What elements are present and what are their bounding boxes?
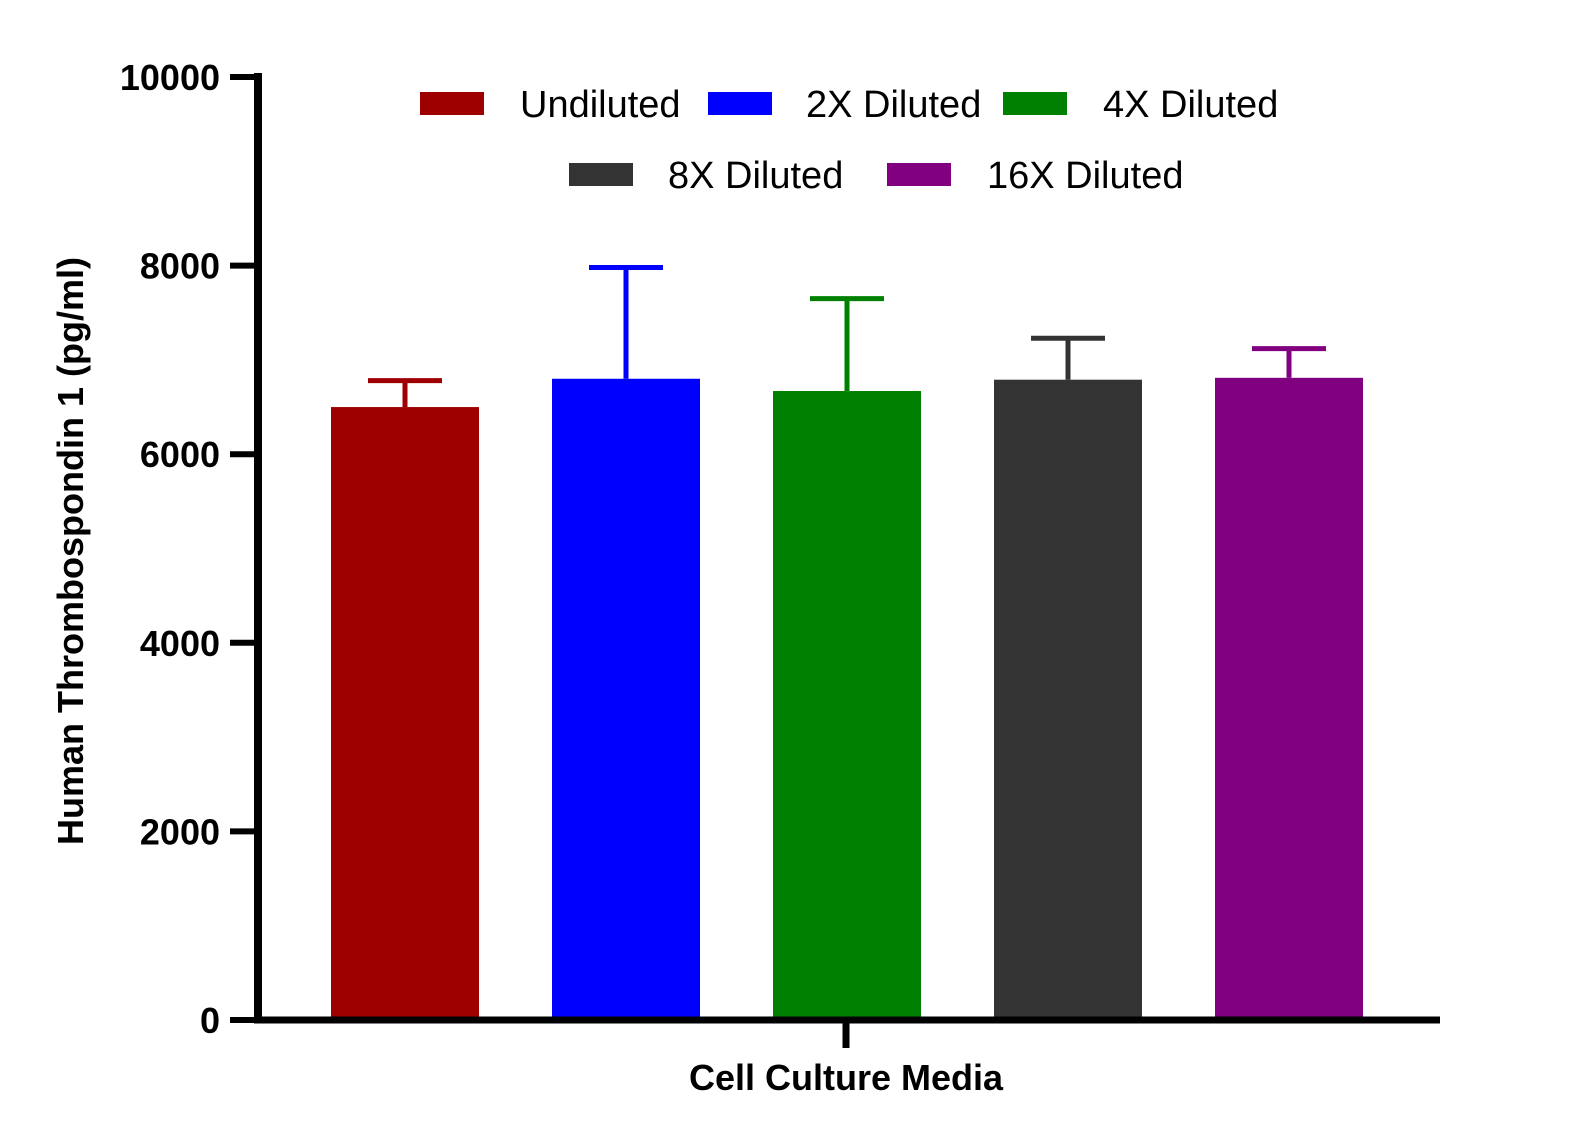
legend: Undiluted 2X Diluted 4X Diluted 8X Diluted 1… — [420, 84, 1278, 197]
legend-label-4x-diluted: 4X Diluted — [1103, 84, 1278, 126]
y-tick-label: 2000 — [140, 811, 220, 852]
legend-swatch-16x-diluted — [887, 163, 951, 186]
legend-label-8x-diluted: 8X Diluted — [668, 155, 843, 197]
legend-label-2x-diluted: 2X Diluted — [806, 84, 981, 126]
legend-label-16x-diluted: 16X Diluted — [987, 155, 1183, 197]
y-tick-label: 4000 — [140, 623, 220, 664]
bar-undiluted — [331, 407, 479, 1020]
y-ticks-group: 0 2000 4000 6000 8000 10000 — [120, 57, 258, 1041]
bar-4x-diluted — [773, 391, 921, 1020]
x-axis-title: Cell Culture Media — [689, 1057, 1004, 1098]
bar-8x-diluted — [994, 379, 1142, 1020]
y-tick-label: 8000 — [140, 246, 220, 287]
axes-group — [254, 73, 1440, 1048]
y-tick-label: 10000 — [120, 57, 220, 98]
legend-swatch-4x-diluted — [1003, 92, 1067, 115]
legend-swatch-undiluted — [420, 92, 484, 115]
error-bars-group — [368, 264, 1326, 408]
legend-swatch-2x-diluted — [708, 92, 772, 115]
y-axis-title: Human Thrombospondin 1 (pg/ml) — [50, 257, 91, 845]
y-tick-label: 0 — [200, 1000, 220, 1041]
y-tick-label: 6000 — [140, 434, 220, 475]
legend-swatch-8x-diluted — [569, 163, 633, 186]
bar-16x-diluted — [1215, 377, 1363, 1020]
bar-2x-diluted — [552, 378, 700, 1020]
bars-group — [331, 377, 1363, 1020]
legend-label-undiluted: Undiluted — [520, 84, 681, 126]
